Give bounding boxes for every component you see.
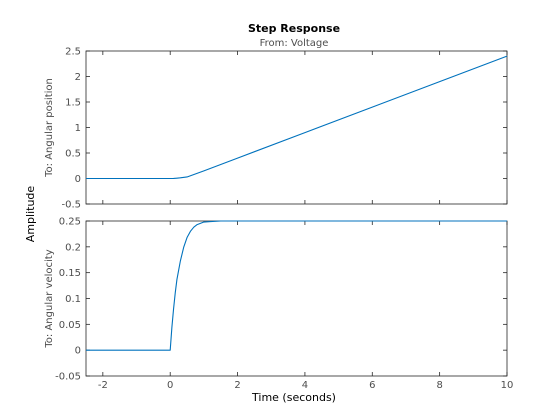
x-axis-label: Time (seconds) <box>251 391 336 404</box>
x-tick-label: 8 <box>436 380 442 391</box>
x-tick-label: 4 <box>302 380 308 391</box>
y-tick-label: -0.5 <box>61 200 81 211</box>
x-tick-label: 6 <box>369 380 375 391</box>
subplot-1-row-label: To: Angular position <box>44 78 55 178</box>
x-tick-label: 2 <box>234 380 240 391</box>
y-axis-label: Amplitude <box>24 186 37 243</box>
chart-subtitle: From: Voltage <box>260 38 329 49</box>
y-tick-label: 0 <box>75 346 81 357</box>
y-tick-label: -0.05 <box>55 372 81 383</box>
subplot-1: -0.5 0 0.5 1 1.5 2 2.5 To: Angular position <box>44 47 508 211</box>
subplot-1-axes-box <box>85 50 508 205</box>
plots-layer: -0.5 0 0.5 1 1.5 2 2.5 To: Angular position -0.0… <box>44 47 513 392</box>
x-tick-label: 10 <box>501 380 514 391</box>
y-tick-label: 0 <box>75 174 81 185</box>
y-tick-label: 0.1 <box>65 294 81 305</box>
x-tick-label: -2 <box>98 380 108 391</box>
y-tick-label: 0.05 <box>59 320 81 331</box>
y-tick-label: 2 <box>75 72 81 83</box>
y-tick-label: 0.2 <box>65 242 81 253</box>
y-tick-label: 0.25 <box>59 217 81 228</box>
x-tick-label: 0 <box>167 380 173 391</box>
y-tick-label: 0.15 <box>59 268 81 279</box>
subplot-2: -0.05 0 0.05 0.1 0.15 0.2 0.25 -2 0 2 4 6 8 10 To: Ang… <box>44 217 513 392</box>
subplot-2-series-line <box>86 220 507 351</box>
y-tick-label: 1.5 <box>65 98 81 109</box>
subplot-2-row-label: To: Angular velocity <box>44 249 55 348</box>
y-tick-label: 0.5 <box>65 149 81 160</box>
subplot-1-series-line <box>86 55 508 180</box>
subplot-2-axes-box <box>85 220 508 377</box>
chart-title: Step Response <box>248 22 340 35</box>
y-tick-label: 2.5 <box>65 47 81 58</box>
y-tick-label: 1 <box>75 123 81 134</box>
